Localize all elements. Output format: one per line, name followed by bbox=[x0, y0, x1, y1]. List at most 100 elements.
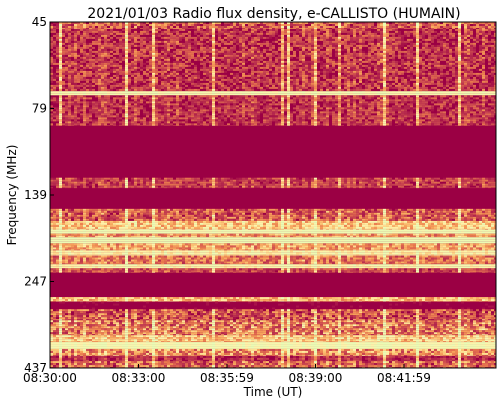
heatmap-cell bbox=[110, 85, 113, 87]
heatmap-cell bbox=[422, 69, 425, 71]
heatmap-cell bbox=[233, 49, 236, 51]
heatmap-cell bbox=[119, 53, 122, 55]
heatmap-cell bbox=[116, 93, 119, 95]
heatmap-cell bbox=[242, 47, 245, 49]
heatmap-cell bbox=[437, 65, 440, 67]
heatmap-cell bbox=[86, 47, 89, 49]
heatmap-cell bbox=[344, 45, 347, 47]
heatmap-cell bbox=[392, 63, 395, 65]
heatmap-cell bbox=[224, 87, 227, 89]
heatmap-cell bbox=[278, 93, 281, 95]
heatmap-cell bbox=[461, 71, 464, 73]
heatmap-cell bbox=[107, 51, 110, 53]
heatmap-cell bbox=[269, 33, 272, 35]
heatmap-cell bbox=[95, 61, 98, 63]
heatmap-cell bbox=[341, 49, 344, 51]
heatmap-cell bbox=[221, 29, 224, 31]
heatmap-cell bbox=[164, 35, 167, 37]
heatmap-cell bbox=[125, 39, 128, 41]
heatmap-cell bbox=[119, 97, 122, 99]
heatmap-cell bbox=[311, 91, 314, 93]
heatmap-cell bbox=[227, 91, 230, 93]
heatmap-cell bbox=[125, 67, 128, 69]
heatmap-cell bbox=[344, 55, 347, 57]
heatmap-cell bbox=[407, 69, 410, 71]
heatmap-cell bbox=[221, 53, 224, 55]
heatmap-cell bbox=[311, 63, 314, 65]
heatmap-cell bbox=[149, 24, 152, 26]
heatmap-cell bbox=[212, 37, 215, 39]
heatmap-cell bbox=[92, 63, 95, 65]
heatmap-cell bbox=[59, 53, 62, 55]
heatmap-cell bbox=[83, 41, 86, 43]
heatmap-cell bbox=[332, 45, 335, 47]
heatmap-cell bbox=[371, 37, 374, 39]
heatmap-cell bbox=[212, 49, 215, 51]
chart-title: 2021/01/03 Radio flux density, e-CALLIST… bbox=[87, 6, 460, 22]
heatmap-cell bbox=[422, 81, 425, 83]
heatmap-cell bbox=[440, 71, 443, 73]
heatmap-cell bbox=[374, 85, 377, 87]
heatmap-cell bbox=[143, 55, 146, 57]
heatmap-cell bbox=[167, 39, 170, 41]
heatmap-cell bbox=[359, 87, 362, 89]
heatmap-cell bbox=[302, 65, 305, 67]
heatmap-cell bbox=[230, 26, 233, 28]
heatmap-cell bbox=[275, 37, 278, 39]
heatmap-cell bbox=[269, 35, 272, 37]
heatmap-cell bbox=[80, 37, 83, 39]
heatmap-cell bbox=[359, 77, 362, 79]
heatmap-cell bbox=[383, 57, 386, 59]
heatmap-cell bbox=[125, 77, 128, 79]
heatmap-cell bbox=[422, 77, 425, 79]
heatmap-cell bbox=[392, 79, 395, 81]
heatmap-cell bbox=[128, 93, 131, 95]
heatmap-cell bbox=[266, 79, 269, 81]
heatmap-cell bbox=[80, 53, 83, 55]
heatmap-cell bbox=[254, 61, 257, 63]
heatmap-cell bbox=[452, 65, 455, 67]
heatmap-cell bbox=[134, 67, 137, 69]
heatmap-cell bbox=[296, 37, 299, 39]
heatmap-cell bbox=[281, 55, 284, 57]
heatmap-cell bbox=[293, 53, 296, 55]
heatmap-cell bbox=[299, 55, 302, 57]
heatmap-cell bbox=[338, 83, 341, 85]
heatmap-cell bbox=[464, 37, 467, 39]
heatmap-cell bbox=[83, 43, 86, 45]
heatmap-cell bbox=[98, 37, 101, 39]
heatmap-cell bbox=[416, 63, 419, 65]
heatmap-cell bbox=[410, 87, 413, 89]
heatmap-cell bbox=[356, 83, 359, 85]
heatmap-cell bbox=[353, 75, 356, 77]
heatmap-cell bbox=[185, 63, 188, 65]
heatmap-cell bbox=[230, 53, 233, 55]
heatmap-cell bbox=[113, 81, 116, 83]
heatmap-cell bbox=[476, 73, 479, 75]
heatmap-cell bbox=[398, 45, 401, 47]
heatmap-cell bbox=[347, 59, 350, 61]
heatmap-cell bbox=[74, 43, 77, 45]
heatmap-cell bbox=[374, 45, 377, 47]
heatmap-cell bbox=[227, 33, 230, 35]
heatmap-cell bbox=[479, 83, 482, 85]
heatmap-cell bbox=[320, 67, 323, 69]
heatmap-cell bbox=[275, 73, 278, 75]
heatmap-cell bbox=[320, 24, 323, 26]
heatmap-cell bbox=[365, 35, 368, 37]
heatmap-cell bbox=[149, 69, 152, 71]
heatmap-cell bbox=[89, 83, 92, 85]
heatmap-cell bbox=[290, 24, 293, 26]
heatmap-cell bbox=[245, 53, 248, 55]
heatmap-cell bbox=[242, 41, 245, 43]
heatmap-cell bbox=[248, 49, 251, 51]
heatmap-cell bbox=[218, 85, 221, 87]
heatmap-cell bbox=[470, 57, 473, 59]
heatmap-cell bbox=[374, 75, 377, 77]
heatmap-cell bbox=[335, 79, 338, 81]
heatmap-cell bbox=[128, 39, 131, 41]
heatmap-cell bbox=[110, 91, 113, 93]
heatmap-cell bbox=[101, 49, 104, 51]
heatmap-cell bbox=[365, 65, 368, 67]
heatmap-cell bbox=[305, 79, 308, 81]
